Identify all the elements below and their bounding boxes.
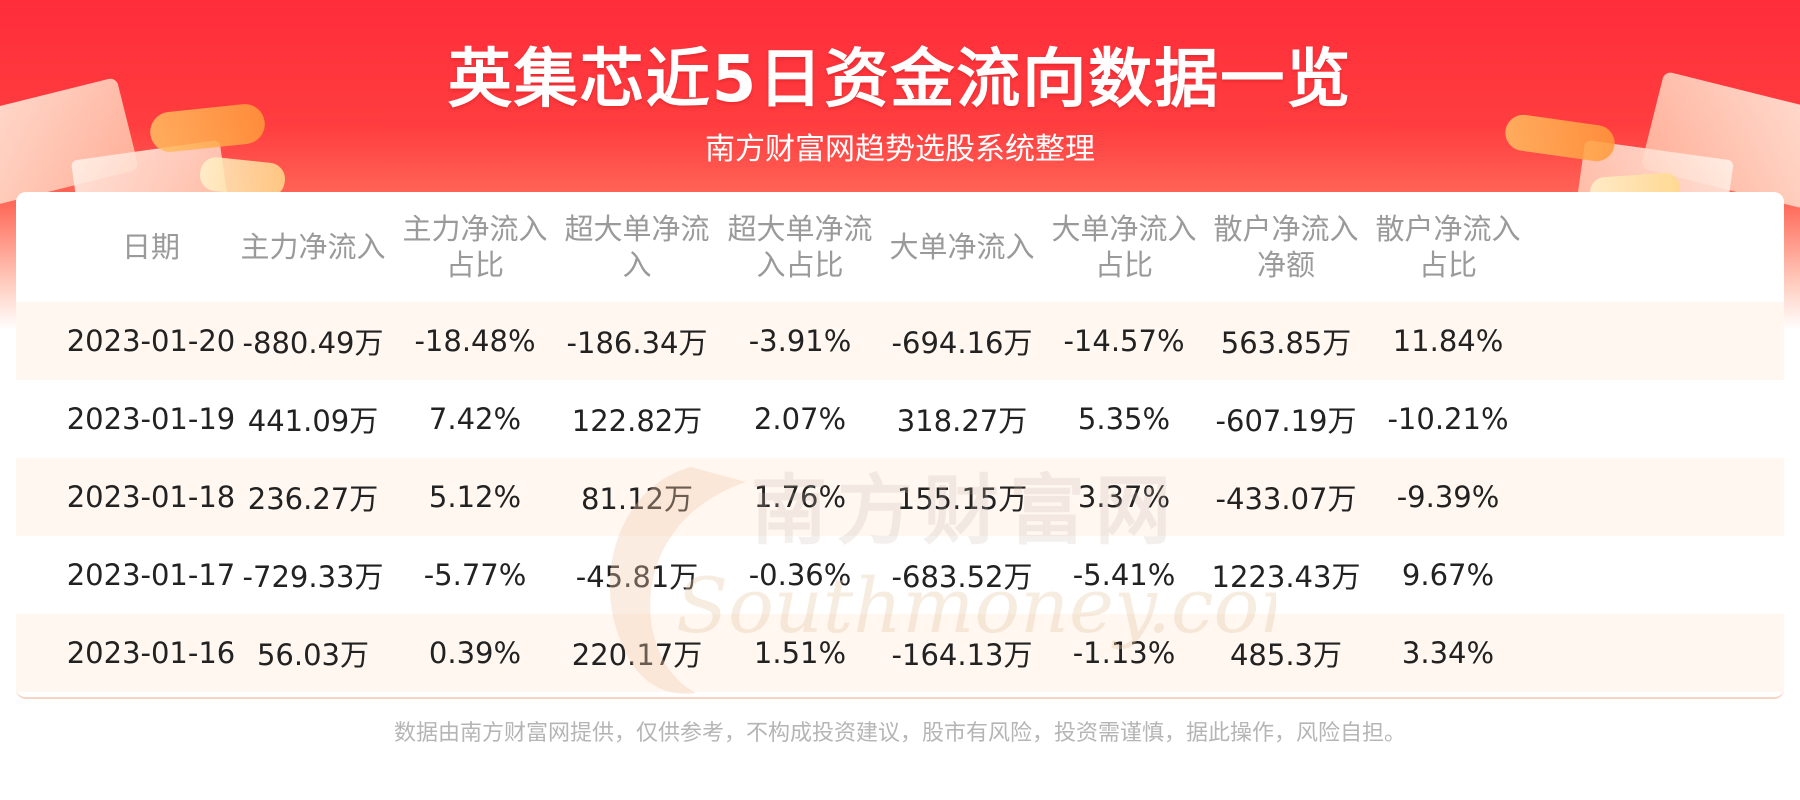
table-cell: 81.12万 [580,482,694,516]
table-cell: 2023-01-20 [66,324,236,358]
table-cell: 9.67% [1401,558,1495,592]
table-cell: 441.09万 [247,404,379,438]
column-header: 散户净流入 占比 [1375,212,1521,282]
table-cell: -14.57% [1063,324,1185,358]
table-cell: 11.84% [1392,324,1504,358]
table-cell: 5.35% [1077,402,1171,436]
table-cell: 318.27万 [896,404,1028,438]
disclaimer-footer: 数据由南方财富网提供，仅供参考，不构成投资建议，股市有风险，投资需谨慎，据此操作… [393,721,1406,746]
table-row: 2023-01-16 56.03万 0.39% 220.17万 1.51% -164.13… [16,614,1784,692]
table-cell: -164.13万 [891,638,1033,672]
table-cell: -694.16万 [891,326,1033,360]
table-cell: 2023-01-19 [66,402,236,436]
column-header: 大单净流入 占比 [1051,212,1197,282]
table-cell: 485.3万 [1229,638,1343,672]
table-cell: 1223.43万 [1211,560,1361,594]
table-cell: 5.12% [428,480,522,514]
table-cell: 122.82万 [571,404,703,438]
table-cell: 0.39% [428,636,522,670]
table-cell: 1.51% [753,636,847,670]
table-cell: -880.49万 [242,326,384,360]
table-cell: -729.33万 [242,560,384,594]
table-row: 2023-01-18 236.27万 5.12% 81.12万 1.76% 155.15万… [16,458,1784,536]
table-cell: 2.07% [753,402,847,436]
page-subtitle: 南方财富网趋势选股系统整理 [705,132,1095,167]
column-header: 主力净流入 [240,230,386,264]
table-cell: -1.13% [1072,636,1176,670]
table-row: 2023-01-17 -729.33万 -5.77% -45.81万 -0.36% -68… [16,536,1784,614]
table-cell: -186.34万 [566,326,708,360]
table-cell: 563.85万 [1220,326,1352,360]
column-header: 大单净流入 [889,230,1035,264]
table-row: 2023-01-20 -880.49万 -18.48% -186.34万 -3.91% -… [16,302,1784,380]
table-cell: -5.77% [423,558,527,592]
table-cell: -433.07万 [1215,482,1357,516]
table-cell: 56.03万 [256,638,370,672]
table-cell: 2023-01-17 [66,558,236,592]
table-cell: 3.34% [1401,636,1495,670]
table-cell: -9.39% [1396,480,1500,514]
table-cell: 2023-01-18 [66,480,236,514]
table-cell: 1.76% [753,480,847,514]
table-cell: -18.48% [414,324,536,358]
column-header: 日期 [121,230,180,264]
table-cell: -607.19万 [1215,404,1357,438]
table-header: 日期 主力净流入 主力净流入 占比 超大单净流入超大单净流 入占比 大单净流入 大单净流入 占比… [16,192,1784,302]
table-cell: 3.37% [1077,480,1171,514]
column-header: 超大单净流入 [564,212,710,282]
column-header: 主力净流入 占比 [402,212,548,282]
table-cell: -0.36% [748,558,852,592]
table-row: 2023-01-19 441.09万 7.42% 122.82万 2.07% 318.27… [16,380,1784,458]
table-cell: -683.52万 [891,560,1033,594]
page-title: 英集芯近5日资金流向数据一览 [447,43,1353,117]
column-header: 散户净流入 净额 [1213,212,1359,282]
column-header: 超大单净流 入占比 [727,212,873,282]
table-cell: -45.81万 [575,560,699,594]
table-cell: 155.15万 [896,482,1028,516]
data-table-card: 日期 主力净流入 主力净流入 占比 超大单净流入超大单净流 入占比 大单净流入 大单净流入 占比… [16,192,1784,699]
table-cell: 7.42% [428,402,522,436]
table-cell: -5.41% [1072,558,1176,592]
table-cell: 220.17万 [571,638,703,672]
table-cell: 236.27万 [247,482,379,516]
table-cell: -3.91% [748,324,852,358]
table-cell: 2023-01-16 [66,636,236,670]
table-cell: -10.21% [1387,402,1509,436]
